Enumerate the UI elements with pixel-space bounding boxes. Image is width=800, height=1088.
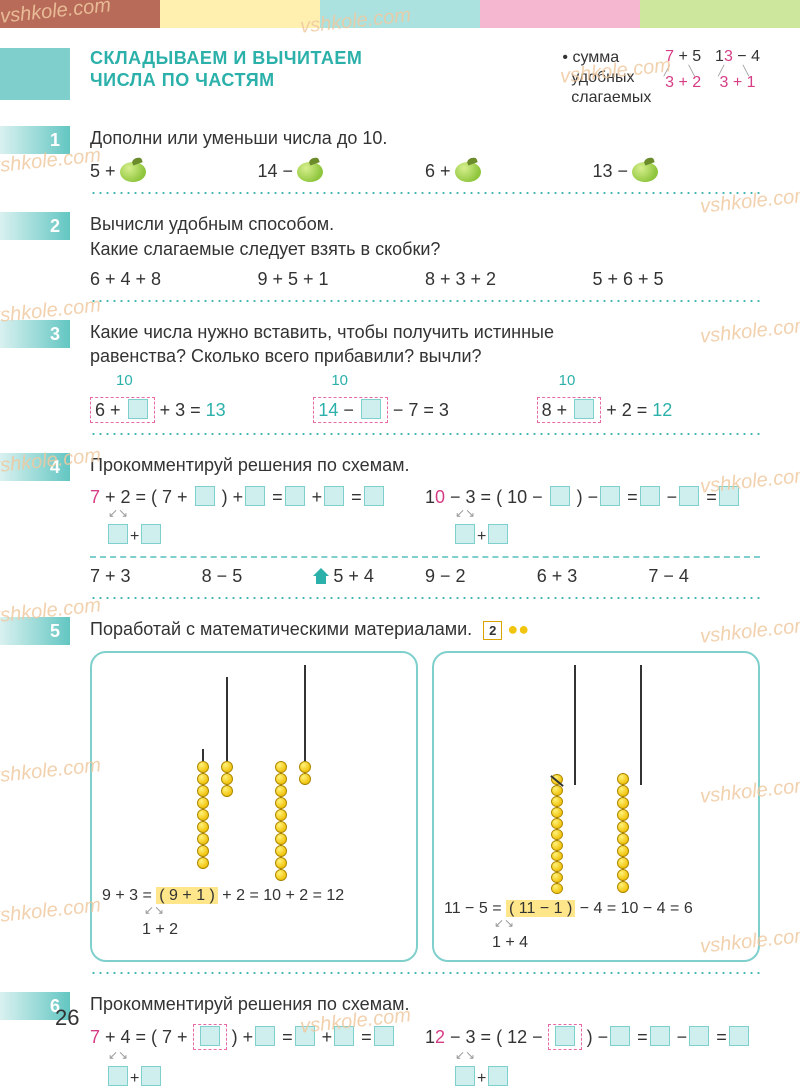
s1-item: 14 − — [258, 158, 426, 182]
section-number: 3 — [0, 320, 70, 348]
header-accent — [0, 48, 70, 100]
s2-item: 8 + 3 + 2 — [425, 269, 593, 290]
s1-row: 5 + 14 − 6 + 13 − — [90, 158, 760, 182]
s4-right-sub: ↙↘ + — [453, 506, 510, 546]
s2-item: 6 + 4 + 8 — [90, 269, 258, 290]
s3-eq: 6 + + 3 = 13 — [90, 397, 313, 423]
panel-b: 11 − 5 = ( 11 − 1 ) − 4 = 10 − 4 = 6 ↙↘1… — [432, 651, 760, 962]
bead-diagram — [102, 665, 406, 881]
s3-eq: 14 − − 7 = 3 — [313, 397, 536, 423]
section-number: 1 — [0, 126, 70, 154]
s3-prompt: Какие числа нужно вставить, чтобы получи… — [90, 320, 760, 369]
s6-right: 12 − 3 = ( 12 − ) − = − = ↙↘ + — [425, 1024, 760, 1088]
page-body: СКЛАДЫВАЕМ И ВЫЧИТАЕМ ЧИСЛА ПО ЧАСТЯМ • … — [0, 48, 800, 1088]
apple-icon — [632, 158, 658, 182]
s2-row: 6 + 4 + 8 9 + 5 + 1 8 + 3 + 2 5 + 6 + 5 — [90, 269, 760, 290]
panel-a: 9 + 3 = ( 9 + 1 ) + 2 = 10 + 2 = 12 ↙↘1 … — [90, 651, 418, 962]
s4-left-sub: ↙↘ + — [106, 506, 163, 546]
panel-b-eq: 11 − 5 = ( 11 − 1 ) − 4 = 10 − 4 = 6 — [444, 900, 748, 918]
section-number: 2 — [0, 212, 70, 240]
section-number: 4 — [0, 453, 70, 481]
s4-prompt: Прокомментируй решения по схемам. — [90, 453, 760, 477]
s4-row2: 7 + 3 8 − 5 5 + 4 9 − 2 6 + 3 7 − 4 — [90, 566, 760, 587]
s4-item: 7 − 4 — [648, 566, 760, 587]
s4-item: 7 + 3 — [90, 566, 202, 587]
dotted-rule — [90, 597, 760, 599]
s3-eq: 8 + + 2 = 12 — [537, 397, 760, 423]
s4-item: 8 − 5 — [202, 566, 314, 587]
section-2: 2 Вычисли удобным способом.Какие слагаем… — [0, 212, 760, 302]
s2-prompt: Вычисли удобным способом.Какие слагаемые… — [90, 212, 760, 261]
s1-prompt: Дополни или уменьши числа до 10. — [90, 126, 760, 150]
s2-item: 5 + 6 + 5 — [593, 269, 761, 290]
top-color-strip — [0, 0, 800, 28]
title-line1: СКЛАДЫВАЕМ И ВЫЧИТАЕМ — [90, 48, 362, 70]
section-4: 4 Прокомментируй решения по схемам. 7 + … — [0, 453, 760, 598]
s4-row1: 7 + 2 = ( 7 + ) + = + = ↙↘ + 10 − 3 = ( … — [90, 486, 760, 546]
s6-right-sub: ↙↘ + — [453, 1048, 510, 1088]
page-number: 26 — [55, 1005, 79, 1031]
s1-item: 6 + — [425, 158, 593, 182]
s1-item: 5 + — [90, 158, 258, 182]
badge-number: 2 — [483, 621, 502, 641]
s3-hints: 10 10 10 — [90, 372, 760, 389]
apple-icon — [297, 158, 323, 182]
title-line2: ЧИСЛА ПО ЧАСТЯМ — [90, 70, 362, 92]
s4-item: 6 + 3 — [537, 566, 649, 587]
s4-item: 5 + 4 — [313, 566, 425, 587]
s4-left: 7 + 2 = ( 7 + ) + = + = ↙↘ + — [90, 486, 425, 546]
bead-diagram — [444, 665, 748, 894]
header-diagram-2: 13 − 4 ╱ ╲ 3 + 1 — [715, 48, 760, 91]
section-1: 1 Дополни или уменьши числа до 10. 5 + 1… — [0, 126, 760, 194]
s5-panels: 9 + 3 = ( 9 + 1 ) + 2 = 10 + 2 = 12 ↙↘1 … — [90, 651, 760, 962]
s3-row: 6 + + 3 = 13 14 − − 7 = 3 8 + + 2 = 12 — [90, 397, 760, 423]
s6-left-sub: ↙↘ + — [106, 1048, 163, 1088]
s6-prompt: Прокомментируй решения по схемам. — [90, 992, 760, 1016]
s2-item: 9 + 5 + 1 — [258, 269, 426, 290]
apple-icon — [455, 158, 481, 182]
apple-icon — [120, 158, 146, 182]
dotted-rule — [90, 192, 760, 194]
dotted-rule — [90, 972, 760, 974]
s4-right: 10 − 3 = ( 10 − ) − = − = ↙↘ + — [425, 486, 760, 546]
dashed-rule — [90, 556, 760, 558]
dotted-rule — [90, 433, 760, 435]
header-diagram-1: 7 + 5 ╱ ╲ 3 + 2 — [664, 48, 703, 91]
s6-row: 7 + 4 = ( 7 + ) + = + = ↙↘ + 12 − 3 = ( … — [90, 1024, 760, 1088]
s5-prompt: Поработай с математическими материалами.… — [90, 617, 760, 641]
section-3: 3 Какие числа нужно вставить, чтобы полу… — [0, 320, 760, 436]
s1-item: 13 − — [593, 158, 761, 182]
dotted-rule — [90, 300, 760, 302]
section-6: 6 Прокомментируй решения по схемам. 7 + … — [0, 992, 760, 1088]
page-title: СКЛАДЫВАЕМ И ВЫЧИТАЕМ ЧИСЛА ПО ЧАСТЯМ — [90, 48, 362, 108]
header-right: • сумма удобных слагаемых 7 + 5 ╱ ╲ 3 + … — [562, 48, 760, 108]
s4-item: 9 − 2 — [425, 566, 537, 587]
s6-left: 7 + 4 = ( 7 + ) + = + = ↙↘ + — [90, 1024, 425, 1088]
section-number: 5 — [0, 617, 70, 645]
page-header: СКЛАДЫВАЕМ И ВЫЧИТАЕМ ЧИСЛА ПО ЧАСТЯМ • … — [0, 48, 760, 108]
header-note: • сумма удобных слагаемых — [562, 48, 651, 108]
house-icon — [313, 568, 329, 584]
section-5: 5 Поработай с математическими материалам… — [0, 617, 760, 974]
panel-b-sub: ↙↘1 + 4 — [492, 916, 528, 952]
panel-a-sub: ↙↘1 + 2 — [142, 903, 178, 939]
